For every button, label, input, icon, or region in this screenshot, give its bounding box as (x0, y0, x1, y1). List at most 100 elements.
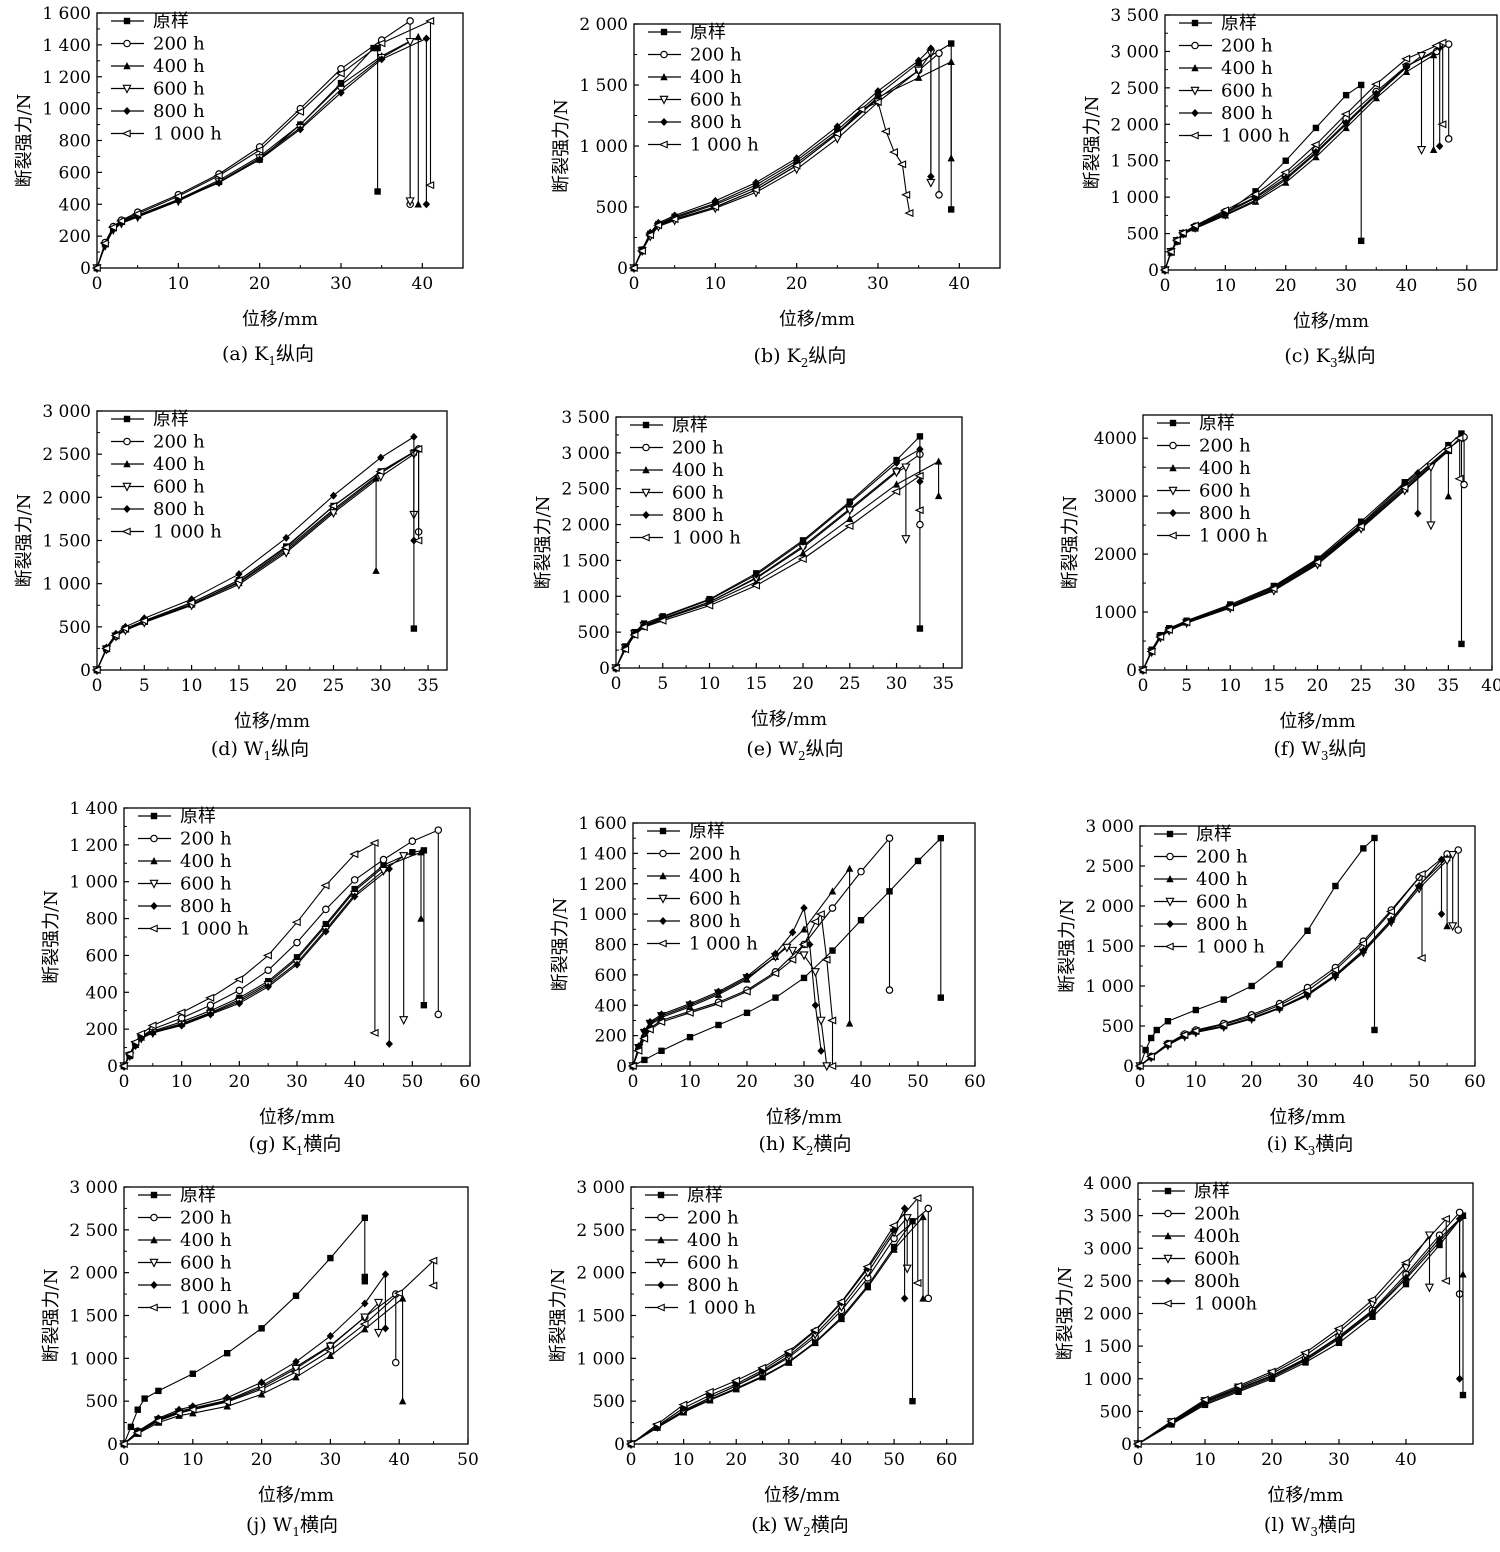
series-line-5 (123, 868, 390, 1067)
series-3-marker (799, 549, 807, 557)
y-tick-label: 1 200 (69, 836, 118, 856)
series-6-marker (101, 644, 111, 653)
series-5-marker (1312, 147, 1320, 156)
legend-marker (123, 39, 131, 48)
y-tick-label: 400 (595, 996, 627, 1016)
series-line-3 (123, 1297, 404, 1445)
series-6-marker (888, 1221, 898, 1230)
caption-suffix: 纵向 (271, 738, 309, 760)
series-5-marker (1372, 89, 1380, 98)
series-line-5 (1137, 1218, 1461, 1445)
y-tick-label: 1 000 (1083, 1370, 1132, 1390)
series-5-marker (329, 491, 338, 500)
series-6-marker (280, 543, 290, 552)
legend-marker (1165, 897, 1175, 907)
series-5-marker (1437, 910, 1446, 918)
y-tick-label: 1 000 (69, 873, 118, 893)
legend-label: 200 h (180, 829, 232, 850)
legend-marker (1164, 1232, 1172, 1240)
legend-marker (150, 1213, 158, 1222)
legend-marker (657, 1191, 665, 1199)
caption-text: (j) W (246, 1514, 293, 1536)
series-2-marker (379, 855, 388, 864)
series-5-marker (422, 200, 431, 209)
series-3-marker (864, 1283, 872, 1291)
series-6-marker (205, 993, 215, 1002)
series-1-marker (948, 206, 955, 213)
series-4-marker (373, 1298, 384, 1308)
series-1-marker (410, 625, 418, 632)
y-tick-label: 500 (1100, 1402, 1132, 1422)
legend-marker (1167, 531, 1177, 540)
series-5-marker (833, 122, 842, 131)
series-6-marker (110, 631, 120, 640)
legend-label: 800 h (153, 101, 205, 122)
legend-label: 原样 (180, 806, 216, 827)
legend-label: 600 h (153, 477, 205, 498)
series-6-marker (797, 554, 807, 564)
series-1-marker (829, 947, 836, 954)
y-tick-label: 0 (1121, 1435, 1132, 1455)
series-6-marker (138, 616, 149, 625)
panel-caption: (e) W2纵向 (746, 738, 843, 763)
series-6-marker (897, 160, 907, 169)
legend-label: 400 h (672, 460, 724, 481)
series-4-marker (399, 852, 409, 862)
series-line-6 (123, 842, 376, 1067)
series-6-marker (1280, 168, 1290, 177)
y-tick-label: 0 (107, 1435, 118, 1455)
y-tick-label: 0 (1126, 661, 1137, 681)
series-4-marker (902, 1264, 912, 1274)
series-1-marker (800, 974, 808, 982)
series-5-marker (1402, 62, 1411, 71)
series-3-marker (1459, 1270, 1467, 1278)
series-1-marker (1312, 124, 1320, 132)
x-tick-label: 30 (1394, 676, 1416, 696)
series-3-marker (417, 914, 425, 922)
x-axis-title: 位移/mm (766, 1107, 842, 1128)
x-axis-title: 位移/mm (259, 1107, 335, 1128)
series-5-marker (385, 864, 393, 873)
legend-label: 400 h (1221, 58, 1273, 79)
legend-marker (1169, 464, 1177, 472)
series-5-marker (422, 34, 431, 43)
x-tick-label: 0 (1138, 676, 1149, 696)
series-5-marker (1301, 1356, 1310, 1365)
series-1-marker (420, 847, 428, 854)
legend-label: 600 h (672, 483, 724, 504)
series-6-marker (118, 1061, 128, 1071)
series-1-marker (909, 1218, 916, 1225)
y-tick-label: 0 (1148, 261, 1159, 281)
x-axis-title: 位移/mm (1267, 1485, 1343, 1506)
x-tick-label: 0 (626, 1450, 637, 1470)
series-2-marker (916, 520, 924, 529)
legend-marker (149, 879, 159, 889)
legend-marker (150, 1281, 158, 1289)
series-5-marker (381, 1324, 390, 1333)
y-tick-label: 3 000 (1110, 42, 1159, 62)
x-tick-label: 30 (1335, 276, 1357, 296)
legend-marker (642, 443, 650, 452)
x-tick-label: 40 (831, 1450, 853, 1470)
series-line-1 (1142, 432, 1463, 671)
series-5-marker (149, 1028, 157, 1037)
series-3-marker (828, 887, 837, 895)
series-6-marker (1300, 1348, 1310, 1357)
series-6-marker (1437, 120, 1447, 129)
caption-subscript: 1 (292, 1525, 300, 1539)
series-6-marker (633, 1046, 643, 1055)
legend-label: 400 h (687, 1230, 739, 1251)
series-4-marker (799, 951, 809, 961)
series-6-marker (872, 98, 882, 107)
series-2-marker (1444, 135, 1453, 143)
panel-caption: (d) W1纵向 (211, 738, 309, 763)
series-6-marker (1400, 1258, 1410, 1267)
series-6-marker (1224, 603, 1234, 612)
series-5-marker (177, 1021, 186, 1030)
series-6-marker (369, 838, 379, 848)
y-tick-label: 500 (1102, 1017, 1134, 1037)
legend-marker (655, 1303, 665, 1312)
y-tick-label: 0 (617, 259, 628, 279)
series-6-marker (644, 231, 655, 240)
